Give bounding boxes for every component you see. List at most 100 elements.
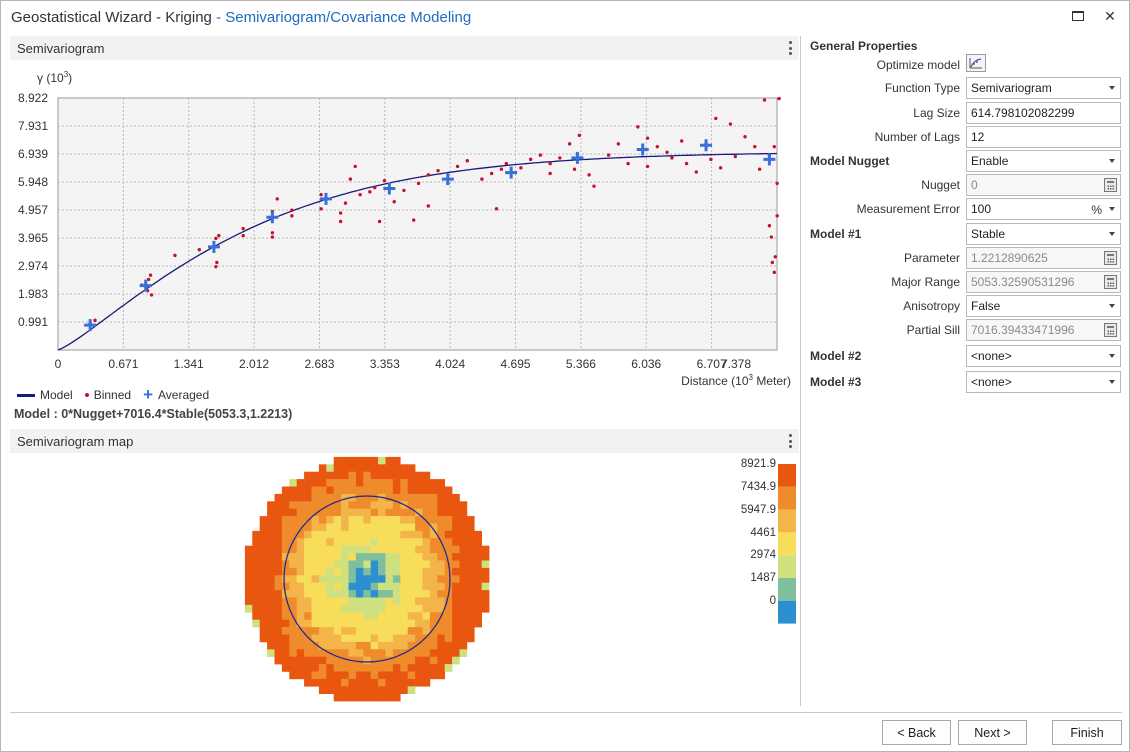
x-tick-label: 5.366 (566, 357, 596, 371)
map-cell (385, 582, 394, 591)
map-cell (437, 530, 445, 539)
back-button[interactable]: < Back (882, 720, 951, 745)
map-cell (422, 523, 431, 532)
map-cell (326, 516, 334, 524)
map-cell (348, 508, 357, 517)
map-cell (363, 471, 371, 480)
map-cell (252, 553, 260, 561)
map-cell (474, 575, 482, 583)
semivariogram-options-icon[interactable] (789, 41, 793, 55)
map-cell (363, 649, 371, 657)
measurement-error-value: 100 (971, 202, 992, 216)
map-cell (333, 479, 342, 487)
model-nugget-select[interactable]: Enable (966, 150, 1121, 172)
map-cell (333, 471, 342, 480)
map-cell (407, 612, 416, 620)
map-cell (466, 538, 475, 546)
map-cell (437, 553, 445, 561)
map-cell (296, 538, 305, 546)
anisotropy-select[interactable]: False (966, 295, 1121, 317)
map-cell (444, 649, 453, 657)
map-cell (267, 545, 275, 554)
optimize-model-button[interactable] (966, 54, 986, 72)
map-cell (252, 567, 260, 576)
model-line-swatch (17, 393, 35, 397)
semivariogram-chart[interactable]: 0 0.671 1.341 2.012 2.683 3.353 4.024 4.695 5.36… (10, 63, 799, 403)
parameter-input[interactable]: 1.2212890625 (966, 247, 1121, 269)
map-cell (355, 508, 364, 517)
map-cell (422, 486, 431, 495)
calculator-icon[interactable] (1104, 251, 1117, 265)
binned-point (215, 260, 219, 265)
map-cell (429, 486, 438, 495)
map-cell (304, 619, 312, 628)
model-nugget-row: Model Nugget Enable (802, 150, 1128, 172)
calculator-icon[interactable] (1104, 275, 1117, 289)
map-cell (459, 575, 468, 583)
number-of-lags-input[interactable]: 12 (966, 126, 1121, 148)
map-cell (318, 530, 327, 539)
map-cell (318, 538, 327, 546)
calculator-icon[interactable] (1104, 323, 1117, 337)
map-cell (385, 456, 394, 465)
calculator-icon[interactable] (1104, 178, 1117, 192)
map-cell (326, 471, 334, 480)
map-cell (422, 530, 431, 539)
map-cell (304, 597, 312, 606)
map-cell (385, 493, 394, 502)
map-cell (429, 619, 438, 628)
map-cell (318, 604, 327, 613)
map-cell (355, 538, 364, 546)
finish-button[interactable]: Finish (1052, 720, 1122, 745)
map-cell (370, 693, 379, 702)
nugget-input[interactable]: 0 (966, 174, 1121, 196)
model-2-select[interactable]: <none> (966, 345, 1121, 367)
map-cell (281, 486, 290, 495)
binned-point (772, 270, 776, 275)
maximize-button[interactable] (1063, 5, 1093, 27)
map-cell (341, 545, 349, 554)
map-cell (378, 560, 386, 569)
binned-point (572, 167, 577, 171)
map-cell (244, 604, 253, 613)
chevron-down-icon (1109, 304, 1115, 308)
map-cell (341, 649, 349, 657)
model-1-select[interactable]: Stable (966, 223, 1121, 245)
model-2-value: <none> (971, 349, 1012, 363)
map-cell (459, 634, 468, 643)
map-cell (378, 479, 386, 487)
map-cell (355, 493, 364, 502)
semivariogram-map[interactable]: 8921.9 7434.9 5947.9 4461 2974 1487 0 (10, 455, 799, 715)
map-cell (296, 479, 305, 487)
next-button[interactable]: Next > (958, 720, 1027, 745)
map-cell (289, 590, 297, 598)
lag-size-input[interactable]: 614.798102082299 (966, 102, 1121, 124)
parameter-value: 1.2212890625 (971, 251, 1048, 265)
pane-divider[interactable] (800, 36, 801, 706)
map-cell (400, 634, 408, 643)
map-cell (415, 612, 423, 620)
map-cell (341, 590, 349, 598)
map-cell (348, 486, 357, 495)
map-cell (378, 671, 386, 680)
major-range-input[interactable]: 5053.32590531296 (966, 271, 1121, 293)
partial-sill-input[interactable]: 7016.39433471996 (966, 319, 1121, 341)
map-cell (400, 553, 408, 561)
map-cell (274, 619, 283, 628)
map-cell (348, 686, 357, 694)
measurement-error-input[interactable]: 100% (966, 198, 1121, 220)
model-3-select[interactable]: <none> (966, 371, 1121, 393)
map-cell (355, 486, 364, 495)
map-cell (304, 671, 312, 680)
map-cell (415, 671, 423, 680)
map-cell (281, 523, 290, 532)
parameter-label: Parameter (903, 251, 960, 265)
semivariogram-map-options-icon[interactable] (789, 434, 793, 448)
map-cell (407, 530, 416, 539)
map-cell (289, 649, 297, 657)
model-1-value: Stable (971, 227, 1006, 241)
function-type-select[interactable]: Semivariogram (966, 77, 1121, 99)
close-button[interactable]: ✕ (1095, 5, 1125, 27)
map-cell (267, 627, 275, 635)
map-cell (481, 604, 490, 613)
